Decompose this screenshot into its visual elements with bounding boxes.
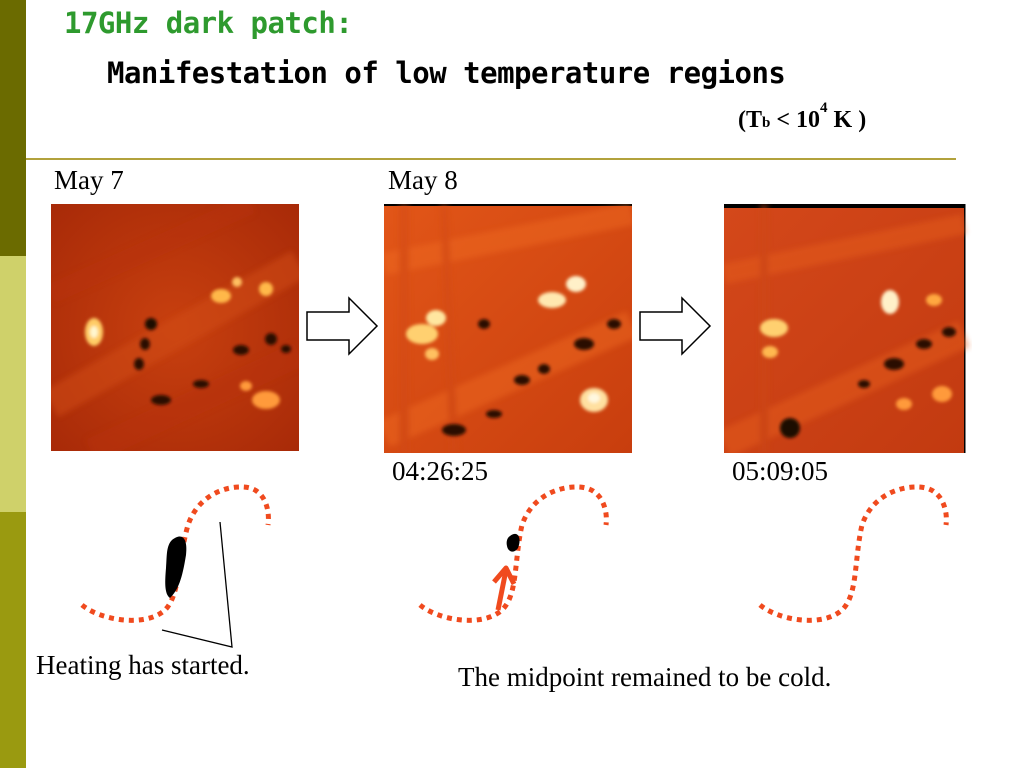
right-arrow-icon (639, 296, 712, 356)
slide-title: 17GHz dark patch: (64, 6, 353, 40)
loop-sketch-2 (418, 484, 609, 623)
radio-map-image-3 (724, 204, 972, 453)
slide-subtitle: Manifestation of low temperature regions (107, 56, 786, 90)
temperature-note-relation: < 10 (770, 107, 821, 133)
sidebar-stripe (0, 0, 26, 768)
temperature-note-subscript: b (762, 115, 771, 131)
panel-2-date-label: May 8 (388, 165, 458, 195)
panel-2-time-label: 04:26:25 (392, 456, 489, 486)
temperature-note-open: (T (738, 107, 762, 133)
panel-3-time-label: 05:09:05 (732, 456, 829, 486)
caption-heating-started: Heating has started. (36, 650, 250, 680)
right-arrow-icon (306, 296, 379, 356)
caption-midpoint-cold: The midpoint remained to be cold. (458, 662, 832, 692)
sidebar-segment-bottom (0, 512, 26, 768)
radio-map-image-2 (384, 204, 632, 453)
panel-1-date-label: May 7 (54, 165, 124, 195)
title-divider (26, 158, 956, 160)
radio-map-panel-2 (384, 204, 632, 453)
temperature-note: (Tb < 104 K ) (738, 100, 867, 134)
radio-map-panel-3 (724, 204, 972, 453)
sidebar-segment-middle (0, 256, 26, 512)
temperature-note-unit: K ) (827, 107, 867, 133)
temperature-note-exponent: 4 (820, 100, 828, 116)
radio-map-image-1 (51, 204, 299, 451)
loop-sketch-3 (758, 484, 949, 623)
radio-map-panel-1 (51, 204, 299, 451)
loop-sketch-1 (80, 484, 271, 648)
sidebar-segment-top (0, 0, 26, 256)
